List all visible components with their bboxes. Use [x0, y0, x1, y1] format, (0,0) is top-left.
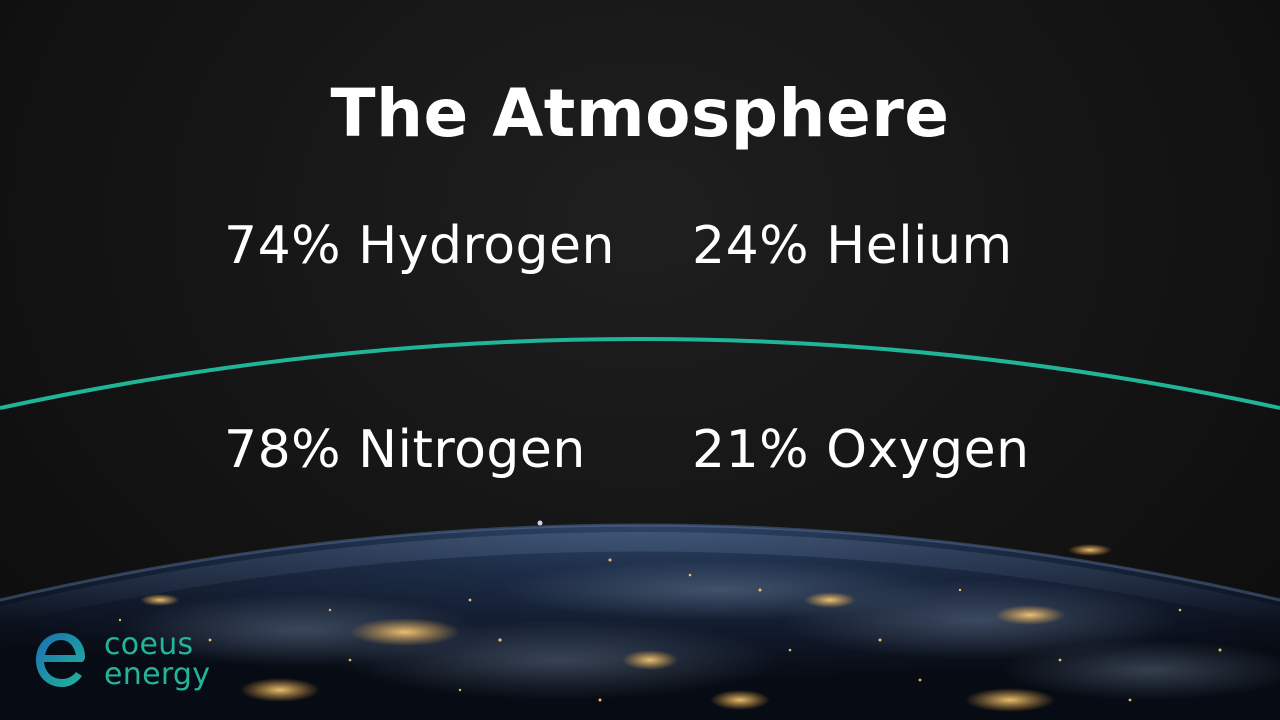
stat-hydrogen: 74% Hydrogen: [224, 216, 615, 276]
stat-helium: 24% Helium: [692, 216, 1013, 276]
logo-text-energy: energy: [104, 657, 211, 692]
earth-rim: [0, 523, 1280, 602]
e-letter-logo-icon: [36, 633, 85, 687]
slide-title: The Atmosphere: [330, 75, 950, 152]
stat-oxygen: 21% Oxygen: [692, 420, 1030, 480]
atmosphere-divider-arc: [0, 337, 1280, 410]
stat-nitrogen: 78% Nitrogen: [224, 420, 586, 480]
coeus-energy-logo: coeus energy: [30, 628, 230, 692]
logo-text-coeus: coeus: [104, 627, 194, 662]
earth-surface: [0, 525, 1280, 720]
